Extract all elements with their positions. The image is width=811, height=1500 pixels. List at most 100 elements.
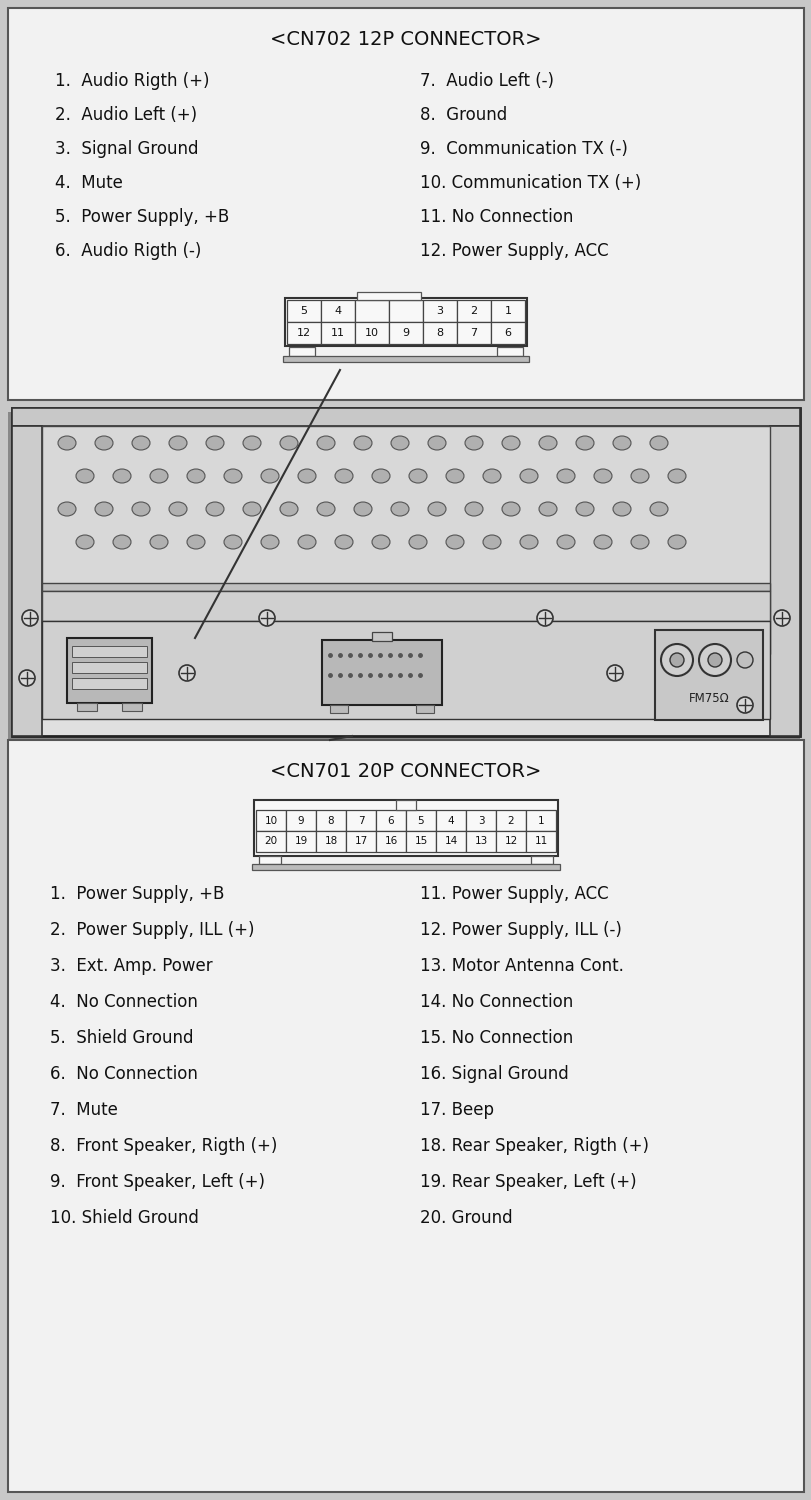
Text: 5: 5 (300, 306, 307, 316)
FancyBboxPatch shape (42, 591, 769, 621)
Ellipse shape (260, 536, 279, 549)
Ellipse shape (150, 470, 168, 483)
FancyBboxPatch shape (285, 810, 315, 831)
Text: 3.  Signal Ground: 3. Signal Ground (55, 140, 198, 158)
Text: 12. Power Supply, ACC: 12. Power Supply, ACC (419, 242, 608, 260)
Circle shape (178, 664, 195, 681)
FancyBboxPatch shape (345, 810, 375, 831)
Text: 4: 4 (447, 816, 453, 825)
FancyBboxPatch shape (251, 864, 560, 870)
Text: 11: 11 (331, 328, 345, 338)
FancyBboxPatch shape (67, 638, 152, 704)
Text: 3: 3 (436, 306, 443, 316)
FancyBboxPatch shape (286, 322, 320, 344)
Text: 7.  Audio Left (-): 7. Audio Left (-) (419, 72, 553, 90)
FancyBboxPatch shape (345, 831, 375, 852)
FancyBboxPatch shape (371, 632, 392, 640)
Text: 8: 8 (328, 816, 334, 825)
FancyBboxPatch shape (42, 584, 769, 591)
FancyBboxPatch shape (354, 322, 388, 344)
FancyBboxPatch shape (654, 630, 762, 720)
Circle shape (698, 644, 730, 676)
FancyBboxPatch shape (769, 426, 799, 736)
Text: 20: 20 (264, 837, 277, 846)
Circle shape (707, 652, 721, 668)
FancyBboxPatch shape (254, 800, 557, 856)
Ellipse shape (612, 436, 630, 450)
FancyBboxPatch shape (526, 831, 556, 852)
Ellipse shape (465, 503, 483, 516)
Text: 16: 16 (384, 837, 397, 846)
FancyBboxPatch shape (12, 408, 799, 736)
FancyBboxPatch shape (8, 413, 799, 744)
Text: 7: 7 (358, 816, 364, 825)
Ellipse shape (556, 470, 574, 483)
Ellipse shape (483, 536, 500, 549)
FancyBboxPatch shape (42, 426, 769, 654)
Text: 17: 17 (354, 837, 367, 846)
Circle shape (669, 652, 683, 668)
Ellipse shape (280, 436, 298, 450)
FancyBboxPatch shape (122, 704, 142, 711)
Text: 5.  Power Supply, +B: 5. Power Supply, +B (55, 209, 229, 226)
FancyBboxPatch shape (354, 300, 388, 322)
Ellipse shape (575, 503, 594, 516)
FancyBboxPatch shape (388, 322, 423, 344)
Ellipse shape (539, 436, 556, 450)
Circle shape (19, 670, 35, 686)
FancyBboxPatch shape (423, 322, 457, 344)
Circle shape (607, 664, 622, 681)
Ellipse shape (501, 436, 519, 450)
FancyBboxPatch shape (259, 856, 281, 864)
Text: 14. No Connection: 14. No Connection (419, 993, 573, 1011)
FancyBboxPatch shape (466, 831, 496, 852)
Ellipse shape (242, 436, 260, 450)
Ellipse shape (335, 470, 353, 483)
Ellipse shape (95, 503, 113, 516)
Text: 1.  Power Supply, +B: 1. Power Supply, +B (50, 885, 224, 903)
Ellipse shape (206, 436, 224, 450)
FancyBboxPatch shape (255, 810, 285, 831)
Text: 8.  Ground: 8. Ground (419, 106, 507, 124)
FancyBboxPatch shape (8, 8, 803, 400)
FancyBboxPatch shape (77, 704, 97, 711)
FancyBboxPatch shape (12, 426, 42, 736)
Text: 6.  Audio Rigth (-): 6. Audio Rigth (-) (55, 242, 201, 260)
Text: 11. Power Supply, ACC: 11. Power Supply, ACC (419, 885, 608, 903)
Circle shape (660, 644, 692, 676)
Ellipse shape (76, 536, 94, 549)
Ellipse shape (667, 470, 685, 483)
FancyBboxPatch shape (315, 810, 345, 831)
Text: 8: 8 (436, 328, 443, 338)
Circle shape (736, 652, 752, 668)
Text: 13. Motor Antenna Cont.: 13. Motor Antenna Cont. (419, 957, 623, 975)
FancyBboxPatch shape (388, 300, 423, 322)
FancyBboxPatch shape (406, 831, 436, 852)
Text: 4.  No Connection: 4. No Connection (50, 993, 198, 1011)
FancyBboxPatch shape (285, 298, 526, 346)
Text: 3.  Ext. Amp. Power: 3. Ext. Amp. Power (50, 957, 212, 975)
Text: 6: 6 (387, 816, 394, 825)
Ellipse shape (335, 536, 353, 549)
Ellipse shape (206, 503, 224, 516)
Text: 17. Beep: 17. Beep (419, 1101, 493, 1119)
Text: 1.  Audio Rigth (+): 1. Audio Rigth (+) (55, 72, 209, 90)
Ellipse shape (667, 536, 685, 549)
Text: 1: 1 (504, 306, 511, 316)
Ellipse shape (187, 470, 204, 483)
Ellipse shape (519, 470, 538, 483)
Text: <CN701 20P CONNECTOR>: <CN701 20P CONNECTOR> (270, 762, 541, 782)
FancyBboxPatch shape (375, 810, 406, 831)
FancyBboxPatch shape (406, 810, 436, 831)
Ellipse shape (76, 470, 94, 483)
FancyBboxPatch shape (315, 831, 345, 852)
Ellipse shape (427, 436, 445, 450)
Ellipse shape (409, 470, 427, 483)
FancyBboxPatch shape (286, 300, 320, 322)
FancyBboxPatch shape (320, 322, 354, 344)
FancyBboxPatch shape (457, 300, 491, 322)
FancyBboxPatch shape (491, 300, 525, 322)
FancyBboxPatch shape (72, 678, 147, 688)
Ellipse shape (169, 503, 187, 516)
Text: 11. No Connection: 11. No Connection (419, 209, 573, 226)
